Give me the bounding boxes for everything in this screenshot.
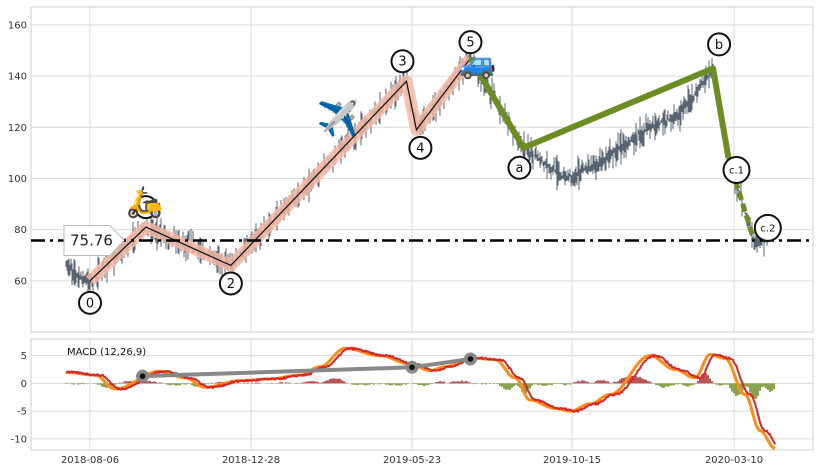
wave-label-circle	[507, 155, 532, 180]
y-tick-label-macd: -5	[17, 407, 27, 418]
y-tick-label-price: 120	[8, 123, 27, 134]
wave-label-circle	[390, 49, 415, 74]
wave-label-1: 1	[142, 201, 150, 216]
macd-divergence-point-core	[467, 356, 474, 362]
wave-label-3: 3	[398, 55, 406, 70]
x-tick-label: 2018-08-06	[61, 455, 119, 466]
wave-label-c.2: c.2	[760, 223, 775, 234]
macd-panel-frame	[30, 338, 814, 451]
wave-label-2: 2	[227, 277, 235, 292]
x-tick-label: 2020-03-10	[705, 455, 763, 466]
y-tick-label-price: 140	[8, 72, 27, 83]
macd-divergence-point-core	[409, 364, 415, 371]
wave-label-a: a	[515, 161, 523, 176]
y-tick-label-price: 80	[14, 225, 27, 236]
wave-label-circle	[458, 30, 483, 55]
macd-histogram-negative	[67, 383, 775, 399]
wave-label-circle	[408, 135, 433, 160]
y-tick-label-macd: -10	[11, 434, 27, 445]
macd-series	[65, 346, 776, 450]
wave-label-circle	[707, 32, 732, 57]
macd-divergence-point-core	[139, 373, 146, 379]
correction-wave-line	[467, 56, 732, 159]
support-line: 75.76	[31, 224, 813, 256]
wave-label-circle	[753, 213, 782, 242]
wave-label-b: b	[715, 38, 723, 53]
support-level-value: 75.76	[70, 231, 113, 249]
impulse-wave-line	[89, 57, 471, 282]
airplane-icon: ✈️	[317, 98, 359, 139]
y-tick-label-macd: 5	[21, 351, 27, 362]
wave-labels: 0 1 2 3 4 5 a b c.1 c.2 🛵 ✈️ 🚙	[78, 30, 782, 315]
wave-label-5: 5	[466, 36, 474, 51]
car-icon: 🚙	[459, 46, 496, 81]
support-level-tag	[63, 224, 125, 256]
wave-label-4: 4	[416, 141, 424, 156]
wave-label-circle	[722, 155, 751, 184]
y-tick-label-price: 100	[8, 174, 27, 185]
wave-label-circle	[78, 290, 102, 315]
price-panel-frame	[30, 6, 814, 333]
x-tick-label: 2018-12-28	[222, 455, 280, 466]
y-tick-label-macd: 0	[21, 379, 27, 390]
wave-label-0: 0	[86, 296, 94, 311]
scooter-icon: 🛵	[126, 185, 163, 220]
y-tick-label-price: 160	[8, 20, 27, 31]
wave-label-circle	[218, 271, 243, 296]
wave-label-circle	[133, 195, 158, 220]
wave-label-c.1: c.1	[729, 165, 744, 176]
x-tick-label: 2019-05-23	[383, 455, 441, 466]
x-tick-label: 2019-10-15	[543, 455, 601, 466]
y-tick-label-price: 60	[14, 276, 27, 287]
macd-title: MACD (12,26,9)	[67, 347, 146, 358]
